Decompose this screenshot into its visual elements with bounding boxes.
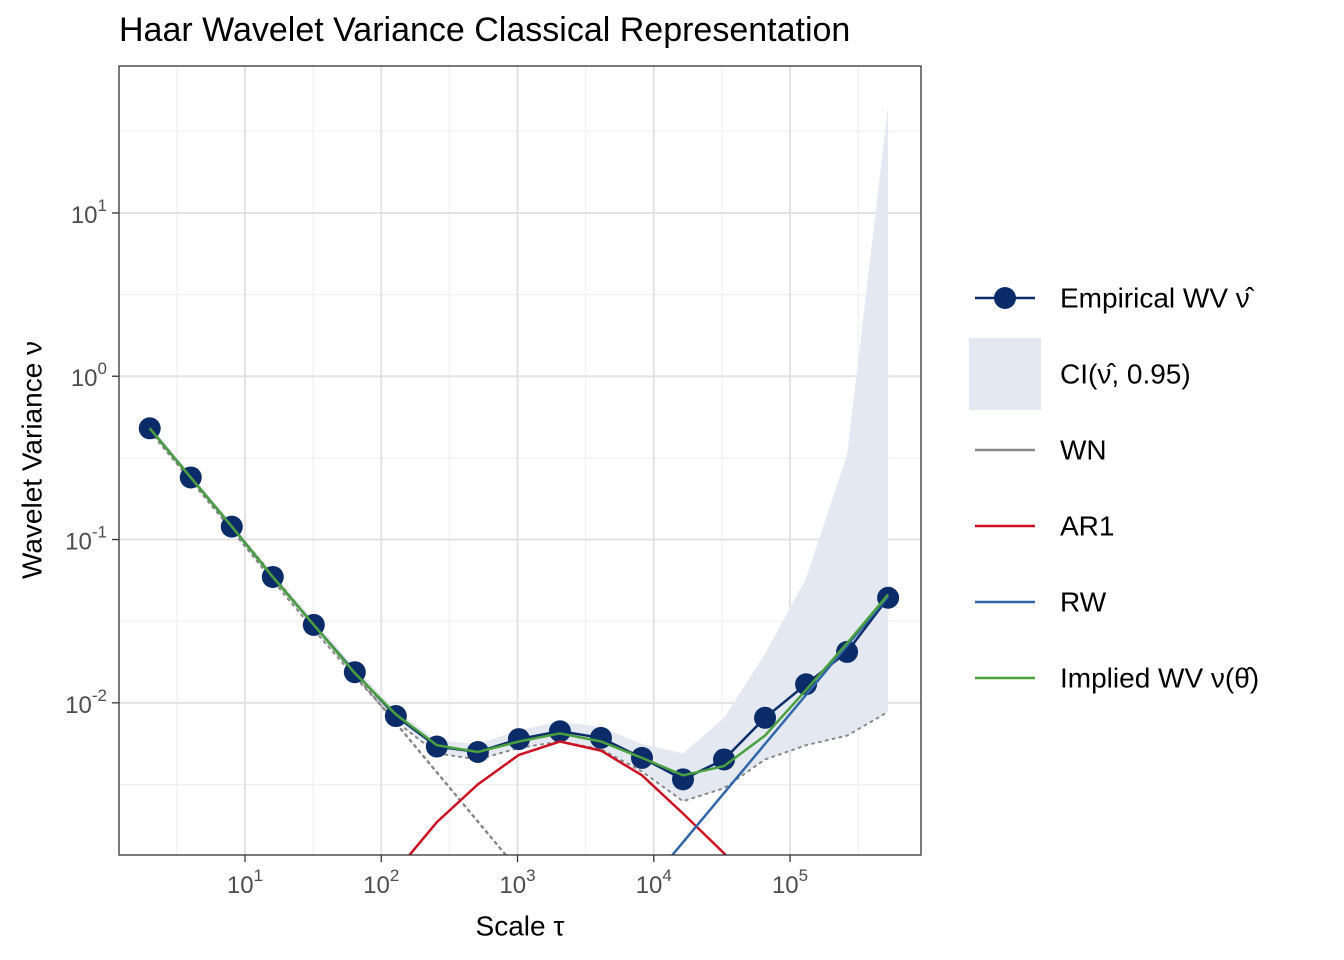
panel-border bbox=[118, 65, 922, 856]
plot-area bbox=[138, 106, 900, 855]
legend-label: Empirical WV ν̂ bbox=[1060, 282, 1255, 313]
legend-label: RW bbox=[1060, 586, 1107, 617]
axes: 101 102 103 104 105 10-2 10-1 100 101 bbox=[65, 196, 808, 899]
x-tick-label: 104 bbox=[636, 866, 672, 899]
legend-key-point bbox=[994, 287, 1016, 309]
data-point bbox=[754, 706, 777, 729]
x-tick-label: 101 bbox=[227, 866, 263, 899]
legend-key bbox=[969, 338, 1041, 410]
data-point bbox=[548, 720, 571, 743]
grid bbox=[119, 66, 921, 855]
ci-lower-line bbox=[148, 430, 890, 803]
data-point bbox=[836, 640, 859, 663]
x-tick-label: 105 bbox=[772, 866, 808, 899]
legend-label: Implied WV ν(θ̂) bbox=[1060, 662, 1259, 693]
x-tick-label: 103 bbox=[499, 866, 535, 899]
series-line bbox=[148, 427, 890, 777]
ci-band bbox=[149, 106, 889, 802]
series-line bbox=[407, 740, 728, 855]
legend-label: CI(ν̂, 0.95) bbox=[1060, 358, 1191, 389]
y-tick-label: 10-1 bbox=[65, 523, 107, 556]
y-tick-label: 100 bbox=[71, 360, 107, 393]
legend-label: AR1 bbox=[1060, 510, 1114, 541]
legend-label: WN bbox=[1060, 434, 1107, 465]
series-line bbox=[670, 595, 890, 855]
x-axis-title: Scale τ bbox=[476, 910, 565, 941]
data-point bbox=[713, 748, 736, 771]
data-point bbox=[507, 728, 530, 751]
legend: Empirical WV ν̂ CI(ν̂, 0.95) WN AR1 RW Implie… bbox=[969, 282, 1259, 693]
x-tick-label: 102 bbox=[363, 866, 399, 899]
y-tick-label: 101 bbox=[71, 196, 107, 229]
y-axis-title: Wavelet Variance ν bbox=[16, 341, 47, 579]
y-tick-label: 10-2 bbox=[65, 686, 107, 719]
chart-title: Haar Wavelet Variance Classical Represen… bbox=[119, 11, 850, 49]
